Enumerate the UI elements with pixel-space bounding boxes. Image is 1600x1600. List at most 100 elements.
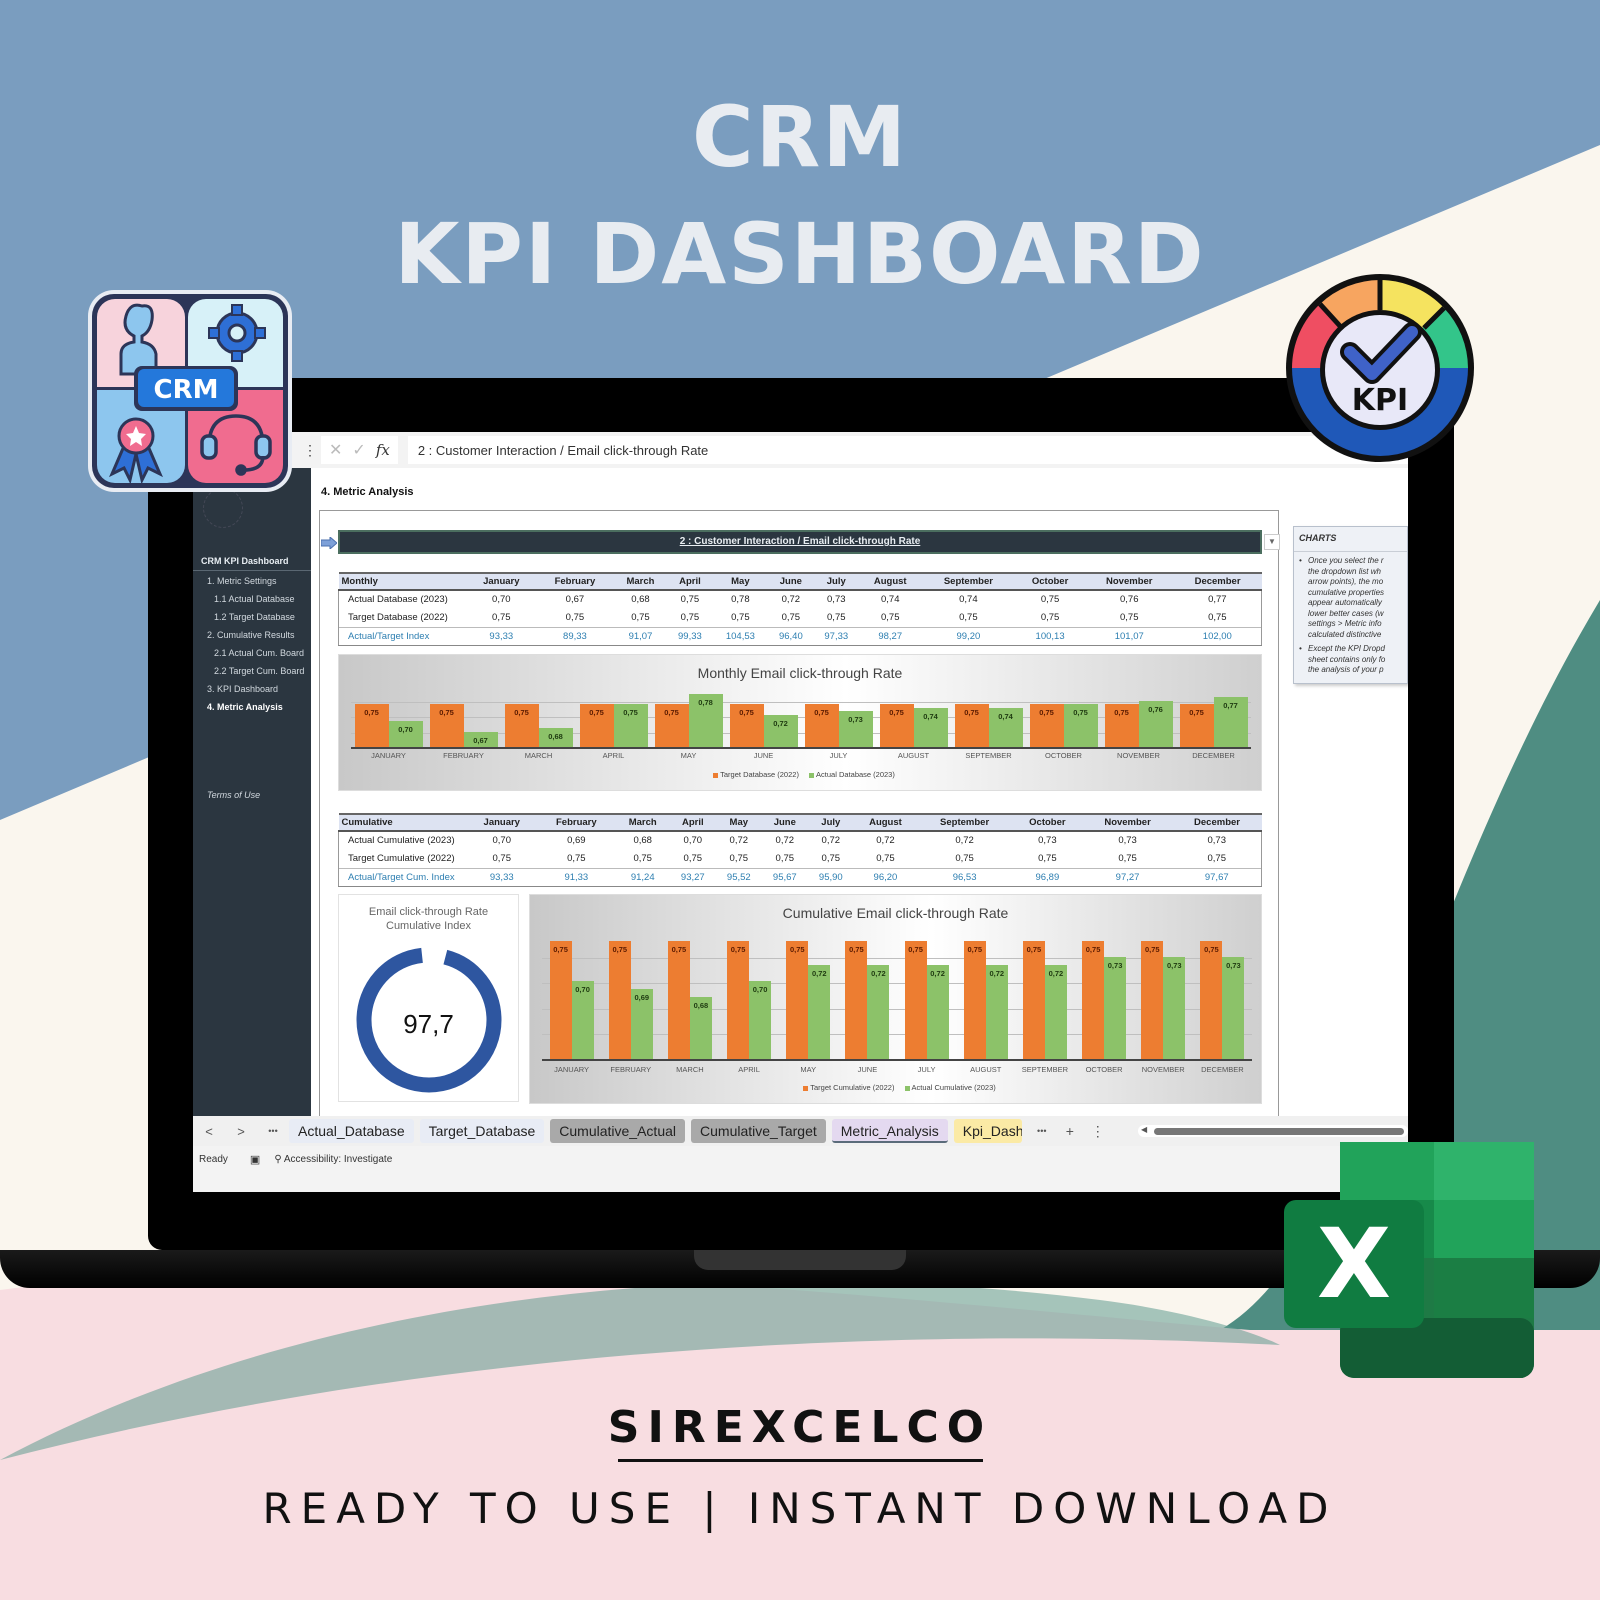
target-bar[interactable]: 0,75 (786, 941, 809, 1061)
table-cell[interactable]: 0,75 (1040, 594, 1060, 606)
table-cell[interactable]: 0,75 (729, 853, 749, 864)
actual-bar[interactable]: 0,74 (988, 707, 1023, 749)
target-bar[interactable]: 0,75 (1104, 704, 1139, 749)
actual-bar[interactable]: 0,72 (867, 965, 890, 1061)
table-cell[interactable]: 0,70 (492, 835, 512, 847)
target-bar[interactable]: 0,75 (654, 704, 689, 749)
table-cell[interactable]: 0,75 (821, 853, 841, 864)
row-label[interactable]: Actual/Target Cum. Index (338, 867, 467, 887)
table-cell[interactable]: 96,40 (768, 626, 814, 646)
table-cell[interactable]: 0,72 (955, 835, 974, 847)
row-label[interactable]: Actual Database (2023) (338, 590, 467, 609)
actual-bar[interactable]: 0,68 (538, 728, 573, 749)
target-bar[interactable]: 0,75 (879, 704, 914, 749)
table-cell[interactable]: 0,75 (955, 853, 974, 864)
actual-bar[interactable]: 0,69 (630, 989, 653, 1061)
monthly-chart[interactable]: Monthly Email click-through Rate 0,75 0,7… (338, 654, 1262, 791)
tab-cumulative-actual[interactable]: Cumulative_Actual (550, 1119, 686, 1143)
actual-bar[interactable]: 0,73 (1163, 957, 1186, 1061)
table-cell[interactable]: 0,76 (1120, 594, 1139, 606)
table-cell[interactable]: 91,33 (537, 867, 616, 887)
tab-options-icon[interactable]: ⋮ (1090, 1122, 1105, 1139)
actual-bar[interactable]: 0,73 (1222, 957, 1245, 1061)
target-bar[interactable]: 0,75 (963, 941, 986, 1061)
cumulative-index-donut[interactable]: Email click-through Rate Cumulative Inde… (338, 894, 519, 1102)
table-cell[interactable]: 0,75 (1038, 853, 1057, 864)
table-cell[interactable]: 0,77 (1173, 590, 1262, 609)
sidebar-title[interactable]: CRM KPI Dashboard (201, 556, 289, 566)
table-cell[interactable]: 0,75 (827, 612, 846, 623)
target-bar[interactable]: 0,75 (954, 704, 989, 749)
row-label[interactable]: Target Database (2022) (338, 608, 467, 627)
table-cell[interactable]: 0,75 (1118, 853, 1137, 864)
table-cell[interactable]: 89,33 (536, 626, 614, 646)
table-cell[interactable]: 93,27 (669, 867, 716, 887)
formula-bar-grip-icon[interactable]: ⋮ (303, 441, 317, 458)
scrollbar-thumb[interactable] (1154, 1128, 1404, 1135)
metric-selector-dropdown[interactable]: 2 : Customer Interaction / Email click-t… (338, 530, 1262, 554)
actual-bar[interactable]: 0,72 (926, 965, 949, 1061)
table-cell[interactable]: 0,70 (683, 835, 703, 847)
next-sheet-button[interactable]: > (237, 1123, 245, 1139)
actual-bar[interactable]: 0,72 (763, 714, 798, 749)
table-cell[interactable]: 101,07 (1084, 626, 1174, 646)
scroll-left-icon[interactable]: ◀ (1141, 1125, 1148, 1134)
target-bar[interactable]: 0,75 (354, 704, 389, 749)
table-cell[interactable]: 91,07 (613, 626, 668, 646)
table-cell[interactable]: 0,75 (633, 853, 652, 864)
table-cell[interactable]: 0,75 (492, 612, 511, 623)
target-bar[interactable]: 0,75 (904, 941, 927, 1061)
target-bar[interactable]: 0,75 (608, 941, 631, 1061)
table-cell[interactable]: 0,75 (567, 853, 586, 864)
actual-bar[interactable]: 0,67 (463, 731, 498, 749)
table-cell[interactable]: 0,75 (492, 853, 512, 864)
table-cell[interactable]: 93,33 (466, 867, 537, 887)
table-cell[interactable]: 0,73 (1172, 831, 1262, 850)
table-cell[interactable]: 99,33 (667, 626, 713, 646)
sidebar-item-kpi-dashboard[interactable]: 3. KPI Dashboard (207, 684, 279, 694)
table-cell[interactable]: 0,75 (781, 612, 801, 623)
more-tabs-icon[interactable]: ••• (1037, 1126, 1047, 1136)
actual-bar[interactable]: 0,75 (1063, 704, 1098, 749)
table-cell[interactable]: 0,75 (1173, 608, 1262, 627)
table-cell[interactable]: 0,75 (775, 853, 795, 864)
target-bar[interactable]: 0,75 (804, 704, 839, 749)
target-bar[interactable]: 0,75 (667, 941, 690, 1061)
add-sheet-button[interactable]: + (1065, 1123, 1074, 1139)
actual-bar[interactable]: 0,75 (613, 704, 648, 749)
target-bar[interactable]: 0,75 (729, 704, 764, 749)
horizontal-scrollbar[interactable]: ◀ (1138, 1125, 1408, 1137)
cancel-icon[interactable]: ✕ (329, 442, 343, 459)
target-bar[interactable]: 0,75 (1022, 941, 1045, 1061)
row-label[interactable]: Target Cumulative (2022) (338, 849, 467, 868)
terms-of-use-link[interactable]: Terms of Use (207, 790, 261, 800)
table-cell[interactable]: 0,72 (781, 594, 801, 606)
target-bar[interactable]: 0,75 (1200, 941, 1223, 1061)
sidebar-item-actual-cum-board[interactable]: 2.1 Actual Cum. Board (214, 648, 305, 658)
table-cell[interactable]: 95,67 (761, 867, 808, 887)
chevron-down-icon[interactable]: ▼ (1264, 534, 1280, 550)
target-bar[interactable]: 0,75 (1141, 941, 1164, 1061)
table-cell[interactable]: 0,75 (1120, 612, 1139, 623)
formula-input[interactable]: 2 : Customer Interaction / Email click-t… (407, 436, 1408, 464)
table-cell[interactable]: 102,00 (1173, 626, 1262, 646)
target-bar[interactable]: 0,75 (1029, 704, 1064, 749)
actual-bar[interactable]: 0,72 (1044, 965, 1067, 1061)
sidebar-item-actual-database[interactable]: 1.1 Actual Database (214, 594, 295, 604)
table-cell[interactable]: 0,74 (959, 594, 978, 606)
table-cell[interactable]: 96,20 (853, 867, 918, 887)
target-bar[interactable]: 0,75 (579, 704, 614, 749)
insert-function-icon[interactable]: fx (375, 441, 390, 459)
table-cell[interactable]: 93,33 (466, 626, 537, 646)
target-bar[interactable]: 0,75 (845, 941, 868, 1061)
table-cell[interactable]: 98,27 (858, 626, 922, 646)
sidebar-item-target-database[interactable]: 1.2 Target Database (214, 612, 295, 622)
accessibility-status[interactable]: ⚲ Accessibility: Investigate (274, 1153, 393, 1165)
table-cell[interactable]: 0,73 (1038, 835, 1057, 847)
row-label[interactable]: Actual/Target Index (338, 626, 467, 646)
table-cell[interactable]: 97,33 (813, 626, 859, 646)
actual-bar[interactable]: 0,73 (1104, 957, 1127, 1061)
table-cell[interactable]: 0,75 (680, 594, 700, 606)
table-cell[interactable]: 0,78 (731, 594, 750, 606)
actual-bar[interactable]: 0,70 (571, 981, 594, 1061)
